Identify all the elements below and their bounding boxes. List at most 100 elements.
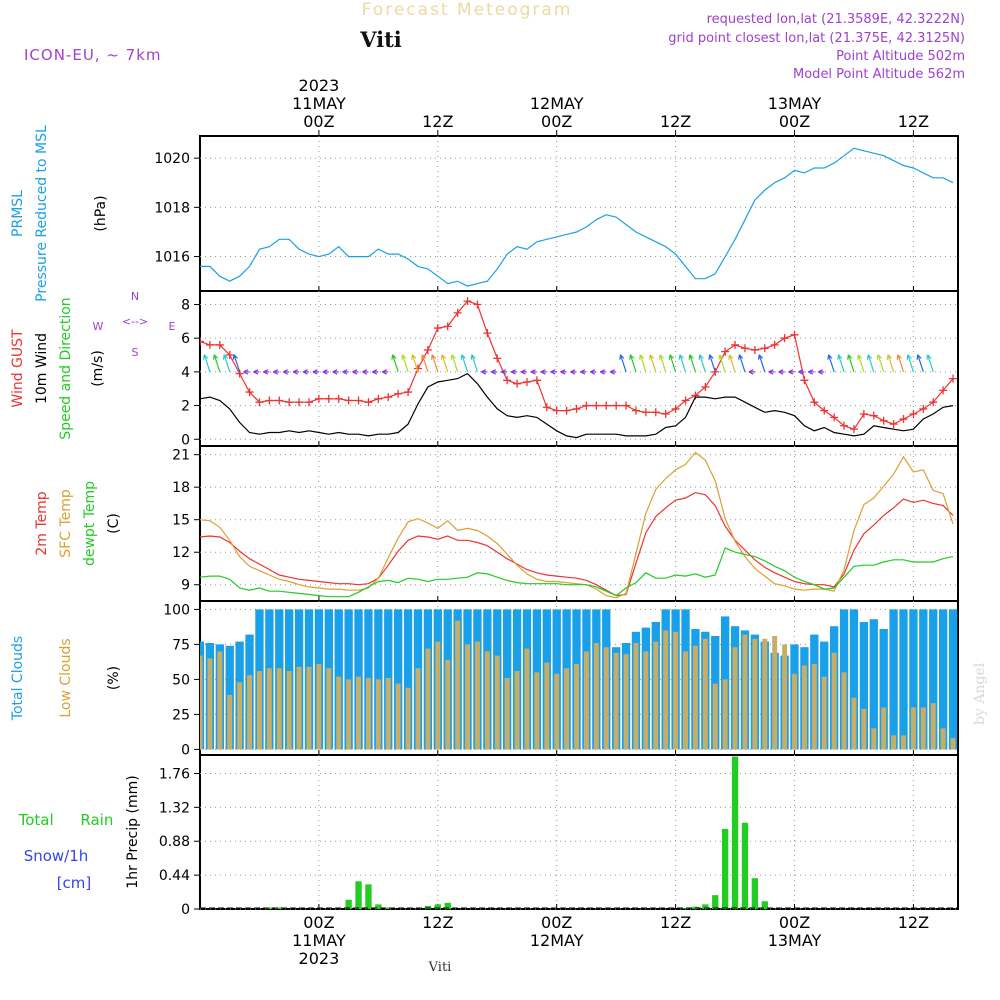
total-cloud-bar [879,629,888,750]
low-cloud-bar [375,679,381,750]
total-cloud-bar [403,609,413,750]
wind-arrow-head [362,369,368,375]
low-cloud-bar [692,645,698,750]
axis-label: Total Clouds [10,636,26,721]
wind-arrow [629,354,637,373]
gust-marker [889,420,898,429]
wind-arrow-head [926,354,932,360]
low-cloud-bar [435,641,441,750]
y-tick-label: 75 [172,637,190,653]
wind-arrow-head [609,369,615,375]
wind-arrow [411,354,419,373]
gust-marker [255,398,264,407]
wind-arrow-head [876,354,883,360]
low-cloud-bar [395,683,401,750]
y-tick-label: 4 [181,365,190,381]
wind-arrow-head [352,369,358,375]
low-cloud-bar [484,651,490,750]
legend-total-rain: Total Rain [18,811,114,829]
low-cloud-bar [534,672,540,750]
total-cloud-bar [394,609,403,750]
precip-bar [434,904,441,909]
low-cloud-bar [663,630,669,750]
wind-arrow-head [302,369,308,375]
low-cloud-bar [207,658,213,750]
wind-arrow [471,354,479,373]
gust-marker [394,389,403,398]
wind-arrow-head [322,369,328,375]
precip-bar [721,828,729,909]
wind-arrow-head [520,369,526,375]
gust-marker [780,334,789,343]
y-tick-label: 1.76 [159,766,190,782]
wind-arrow-head [440,354,447,360]
low-cloud-bar [752,638,758,750]
wind-arrow [857,354,865,373]
wind-arrow-head [748,369,754,375]
wind-arrow [461,354,469,373]
low-cloud-bar [702,638,708,750]
gust-marker [532,376,541,385]
wind-arrow [421,354,429,373]
gust-marker [622,401,631,410]
y-tick-label: 50 [172,672,190,688]
y-tick-label: 1016 [154,250,190,266]
wind-arrow-head [560,369,566,375]
low-cloud-bar [445,659,451,750]
low-cloud-bar [821,676,827,750]
wind-arrow-head [837,354,843,360]
wind-arrow-head [708,354,714,360]
total-cloud-bar [889,609,898,750]
gust-marker [721,347,730,356]
gust-marker [304,398,313,407]
gust-marker [374,394,383,403]
wind-arrow-head [619,354,625,360]
series-line [200,147,954,287]
wind-arrow [689,354,696,373]
wind-arrow [837,354,845,373]
precip-bar [424,905,432,909]
gust-marker [344,396,353,405]
gust-marker [760,344,769,353]
low-cloud-bar [930,703,936,750]
wind-arrow-head [273,369,279,375]
low-cloud-bar [336,676,342,750]
precip-bar [385,907,392,909]
gust-marker [770,340,779,349]
compass-letter: N [131,290,139,303]
low-cloud-bar [286,671,292,750]
total-cloud-bar [938,609,948,750]
y-tick-label: 0.88 [159,834,190,850]
low-cloud-bar [881,707,887,750]
y-tick-label: 1020 [154,151,190,167]
axis-label: Pressure Reduced to MSL [34,125,50,302]
wind-arrow-head [847,354,853,360]
gust-marker [324,394,333,403]
y-tick-label: 15 [172,513,190,529]
wind-arrow-head [798,369,804,375]
y-tick-label: 0 [181,902,190,918]
bottom-time-label: 12Z [422,913,453,932]
plot-area [200,451,954,599]
wind-arrow-head [212,354,219,360]
model-altitude: Model Point Altitude 562m [793,67,965,82]
total-cloud-bar [849,609,859,750]
gust-marker [582,401,591,410]
wind-arrow-head [460,354,466,360]
total-cloud-bar [869,619,878,750]
top-time-label: 12Z [422,112,453,131]
axis-label: Wind GUST [10,329,26,408]
wind-arrow-head [639,354,645,360]
low-cloud-bar [851,697,857,750]
low-cloud-bar [920,707,926,750]
gust-marker [334,394,343,403]
low-cloud-bar [782,644,788,750]
wind-arrow [847,354,855,373]
wind-arrow-head [788,369,794,375]
low-cloud-bar [365,678,371,750]
total-cloud-bar [948,609,958,750]
series-line [200,547,954,598]
gust-marker [552,406,561,415]
